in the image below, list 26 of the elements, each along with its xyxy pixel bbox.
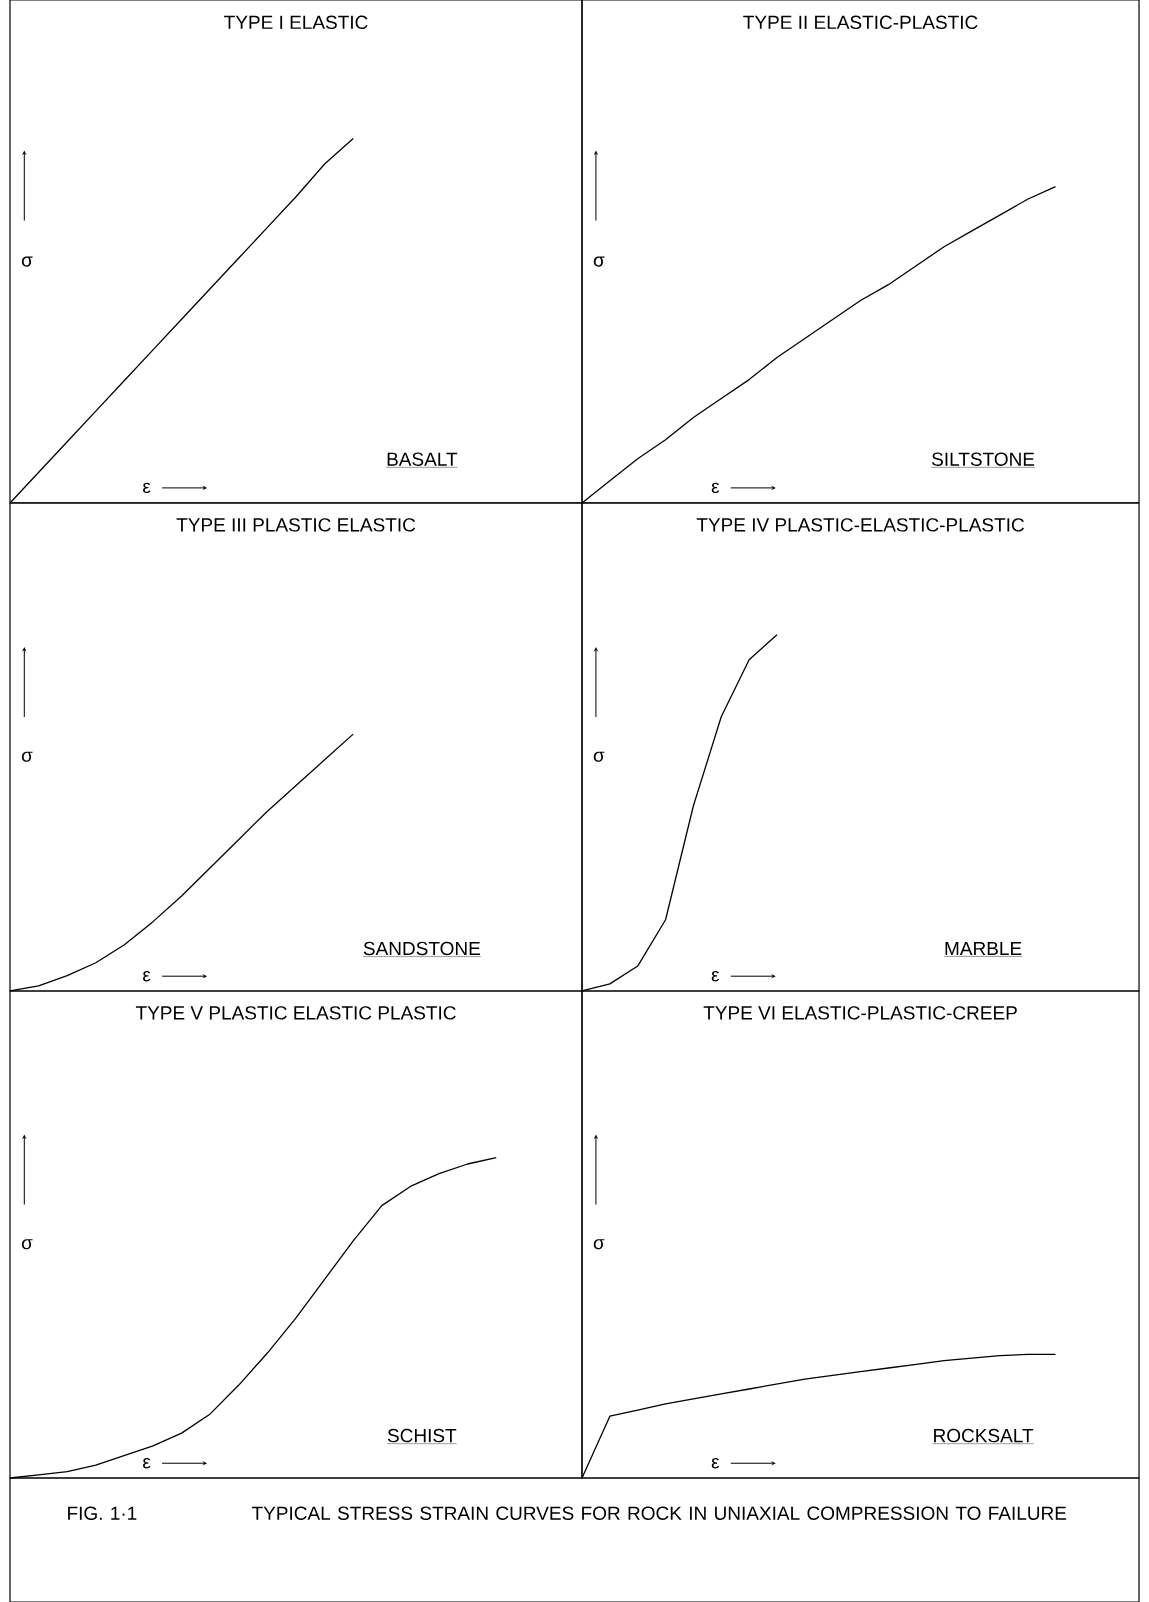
text: TYPICAL STRESS STRAIN CURVES FOR ROCK IN UNIAXIAL COMPRESSION TO FAILURE bbox=[251, 1506, 1067, 1520]
annotation: SCHIST bbox=[387, 1428, 457, 1443]
chart-title: TYPE VI ELASTIC-PLASTIC-CREEP bbox=[703, 1006, 1017, 1020]
y-axis-title: σ bbox=[21, 256, 33, 267]
y-axis-title: σ bbox=[593, 256, 605, 267]
x-axis-title: ε bbox=[143, 1458, 151, 1469]
y-axis-title: σ bbox=[593, 1239, 605, 1250]
chart-title: TYPE I ELASTIC bbox=[224, 15, 368, 30]
chart-title: TYPE V PLASTIC ELASTIC PLASTIC bbox=[135, 1006, 456, 1020]
x-axis-title: ε bbox=[143, 971, 151, 982]
chart-title: TYPE II ELASTIC-PLASTIC bbox=[743, 15, 978, 30]
y-axis-title: σ bbox=[21, 1239, 33, 1250]
annotation: SILTSTONE bbox=[932, 452, 1035, 466]
chart-title: TYPE III PLASTIC ELASTIC bbox=[176, 518, 416, 532]
chart-title: TYPE IV PLASTIC-ELASTIC-PLASTIC bbox=[696, 518, 1024, 532]
x-axis-title: ε bbox=[711, 971, 720, 982]
annotation: ROCKSALT bbox=[934, 1428, 1034, 1443]
y-axis-title: σ bbox=[21, 751, 33, 762]
x-axis-title: ε bbox=[143, 482, 151, 494]
x-axis-title: ε bbox=[711, 482, 720, 494]
annotation: BASALT bbox=[387, 452, 458, 466]
y-axis-title: σ bbox=[593, 751, 605, 762]
caption: FIG. 1·1 bbox=[68, 1506, 137, 1520]
x-axis-title: ε bbox=[711, 1458, 720, 1469]
annotation: SANDSTONE bbox=[363, 941, 480, 956]
annotation: MARBLE bbox=[945, 941, 1022, 956]
